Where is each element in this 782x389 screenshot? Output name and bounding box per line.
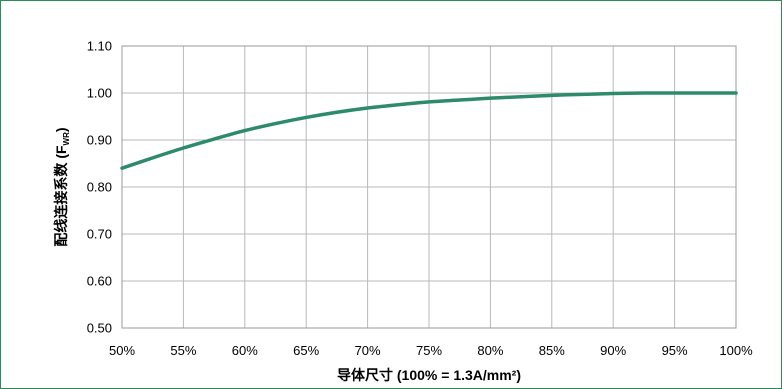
- y-tick-label: 1.10: [87, 39, 112, 54]
- x-axis-ticks: 50% 55% 60% 65% 70% 75% 80% 85% 90% 95% 100%: [109, 343, 753, 358]
- x-tick-label: 85%: [539, 343, 565, 358]
- y-tick-label: 1.00: [87, 86, 112, 101]
- y-axis-title: 配线连接系数 (FWR): [53, 127, 71, 246]
- y-tick-label: 0.50: [87, 321, 112, 336]
- grid-lines: [121, 45, 737, 329]
- x-tick-label: 75%: [416, 343, 442, 358]
- y-tick-label: 0.90: [87, 133, 112, 148]
- x-tick-label: 55%: [170, 343, 196, 358]
- y-tick-label: 0.70: [87, 227, 112, 242]
- x-tick-label: 70%: [355, 343, 381, 358]
- y-axis-title-subscript: WR: [62, 132, 71, 146]
- y-axis-title-main: 配线连接系数 (F: [53, 145, 69, 247]
- plot-area: [121, 45, 737, 329]
- x-tick-label: 50%: [109, 343, 135, 358]
- y-tick-label: 0.60: [87, 274, 112, 289]
- x-tick-label: 65%: [293, 343, 319, 358]
- x-tick-label: 90%: [600, 343, 626, 358]
- series-line: [120, 91, 738, 170]
- x-tick-label: 80%: [477, 343, 503, 358]
- x-axis-title: 导体尺寸 (100% = 1.3A/mm²): [337, 367, 521, 383]
- y-axis-title-close: ): [53, 127, 69, 132]
- y-tick-label: 0.80: [87, 180, 112, 195]
- x-tick-label: 100%: [719, 343, 753, 358]
- y-axis-ticks: 0.50 0.60 0.70 0.80 0.90 1.00 1.10: [87, 39, 112, 336]
- x-tick-label: 60%: [232, 343, 258, 358]
- x-tick-label: 95%: [662, 343, 688, 358]
